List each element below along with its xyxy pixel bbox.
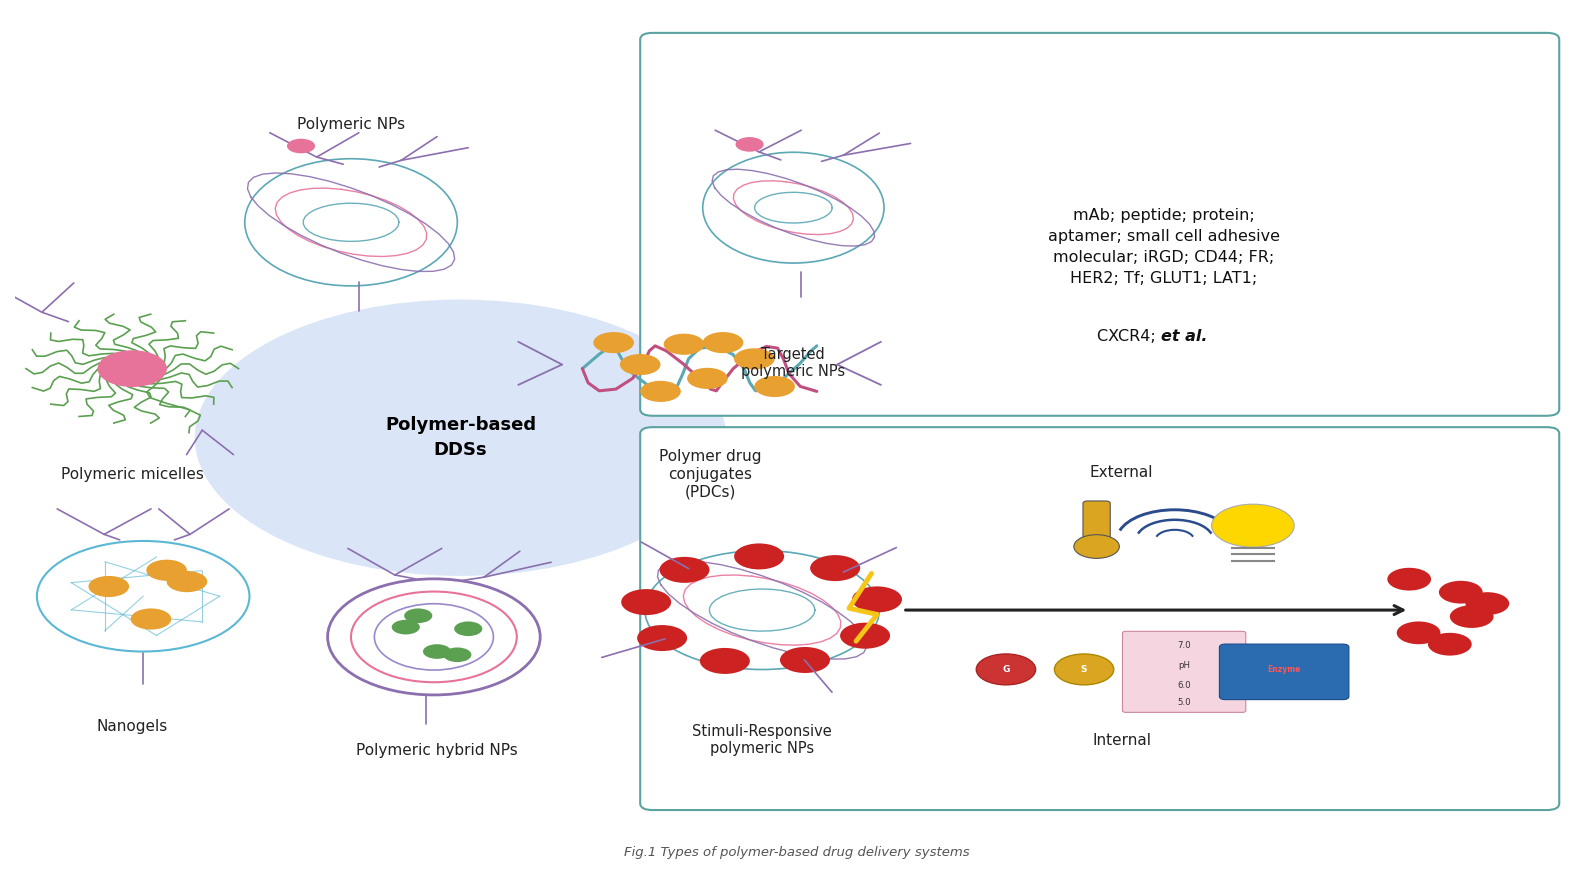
Circle shape <box>1125 658 1169 680</box>
Circle shape <box>1212 504 1294 547</box>
Text: Internal: Internal <box>1093 733 1152 747</box>
Circle shape <box>620 354 661 375</box>
Text: Stimuli-Responsive
polymeric NPs: Stimuli-Responsive polymeric NPs <box>693 724 832 756</box>
Circle shape <box>699 648 750 674</box>
Circle shape <box>660 557 709 583</box>
Text: et al.: et al. <box>1161 329 1207 344</box>
Circle shape <box>621 589 671 615</box>
FancyBboxPatch shape <box>1123 632 1246 713</box>
Circle shape <box>637 625 687 651</box>
Circle shape <box>287 139 315 153</box>
Circle shape <box>454 621 483 636</box>
FancyBboxPatch shape <box>640 428 1560 810</box>
Circle shape <box>755 376 795 397</box>
Circle shape <box>1450 605 1494 628</box>
Circle shape <box>147 560 186 580</box>
Circle shape <box>640 381 680 402</box>
Text: Targeted
polymeric NPs: Targeted polymeric NPs <box>741 347 846 379</box>
Circle shape <box>1438 580 1483 604</box>
Text: pH: pH <box>1179 661 1190 670</box>
Circle shape <box>1055 654 1114 685</box>
Circle shape <box>443 647 472 662</box>
Circle shape <box>1074 534 1120 559</box>
Circle shape <box>781 647 830 673</box>
Circle shape <box>89 576 129 597</box>
Circle shape <box>392 620 421 634</box>
Circle shape <box>1388 567 1431 591</box>
Circle shape <box>811 555 860 581</box>
Circle shape <box>424 644 451 659</box>
Circle shape <box>131 608 172 629</box>
Text: Polymer-based
DDSs: Polymer-based DDSs <box>386 416 535 459</box>
Circle shape <box>167 571 207 592</box>
Circle shape <box>405 608 432 623</box>
Text: CXCR4;: CXCR4; <box>1098 329 1161 344</box>
Text: 6.0: 6.0 <box>1177 681 1192 690</box>
Circle shape <box>736 137 763 152</box>
Text: Polymeric micelles: Polymeric micelles <box>61 467 204 481</box>
Circle shape <box>194 300 726 576</box>
Circle shape <box>664 334 704 355</box>
Text: S: S <box>1080 665 1088 673</box>
Circle shape <box>977 654 1035 685</box>
Text: G: G <box>1002 665 1010 673</box>
Text: Fig.1 Types of polymer-based drug delivery systems: Fig.1 Types of polymer-based drug delive… <box>624 846 969 859</box>
Text: External: External <box>1090 465 1153 481</box>
Text: Enzyme: Enzyme <box>1268 666 1301 674</box>
Circle shape <box>1466 592 1509 615</box>
FancyBboxPatch shape <box>1219 644 1349 700</box>
Text: Polymer drug
conjugates
(PDCs): Polymer drug conjugates (PDCs) <box>660 449 761 499</box>
FancyBboxPatch shape <box>640 33 1560 415</box>
Circle shape <box>593 332 634 353</box>
Circle shape <box>687 368 728 389</box>
Text: 5.0: 5.0 <box>1177 698 1192 706</box>
Circle shape <box>734 543 784 569</box>
Circle shape <box>1427 633 1472 655</box>
Circle shape <box>734 348 774 369</box>
Circle shape <box>1397 621 1440 644</box>
Circle shape <box>703 332 744 353</box>
Circle shape <box>852 587 902 613</box>
Text: 7.0: 7.0 <box>1177 641 1192 650</box>
Text: Nanogels: Nanogels <box>97 719 167 733</box>
Circle shape <box>840 623 890 648</box>
Text: Polymeric hybrid NPs: Polymeric hybrid NPs <box>357 743 518 758</box>
FancyBboxPatch shape <box>1083 501 1110 549</box>
Circle shape <box>99 351 166 387</box>
Text: mAb; peptide; protein;
aptamer; small cell adhesive
molecular; iRGD; CD44; FR;
H: mAb; peptide; protein; aptamer; small ce… <box>1048 209 1279 286</box>
Text: Polymeric NPs: Polymeric NPs <box>296 117 405 132</box>
